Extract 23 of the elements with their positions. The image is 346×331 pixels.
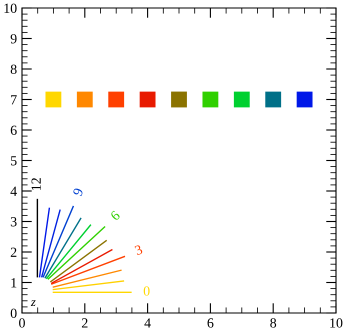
- x-tick-label: 6: [208, 318, 214, 328]
- series-label: 0: [144, 286, 150, 296]
- x-tick-label: 10: [330, 318, 342, 328]
- y-tick-label: 0: [10, 308, 17, 318]
- x-tick-label: 8: [270, 318, 276, 328]
- legend-label: 12: [32, 178, 41, 190]
- y-tick-label: 1: [11, 278, 16, 288]
- x-tick-label: 4: [144, 318, 151, 328]
- y-tick-label: 9: [10, 34, 17, 44]
- y-tick-label: 6: [10, 126, 17, 135]
- text: 6: [110, 210, 121, 221]
- y-tick-label: 10: [4, 4, 17, 13]
- y-tick-label: 8: [10, 64, 17, 74]
- text: 9: [72, 188, 84, 197]
- x-tick-label: 2: [82, 318, 88, 328]
- y-tick-label: 2: [10, 248, 16, 257]
- y-tick-label: 4: [10, 186, 17, 196]
- y-tick-label: 7: [11, 95, 17, 104]
- text: 3: [134, 244, 143, 256]
- annotation: z: [30, 300, 36, 306]
- y-tick-label: 5: [11, 156, 17, 166]
- y-tick-label: 3: [10, 217, 17, 226]
- x-tick-label: 0: [19, 318, 25, 328]
